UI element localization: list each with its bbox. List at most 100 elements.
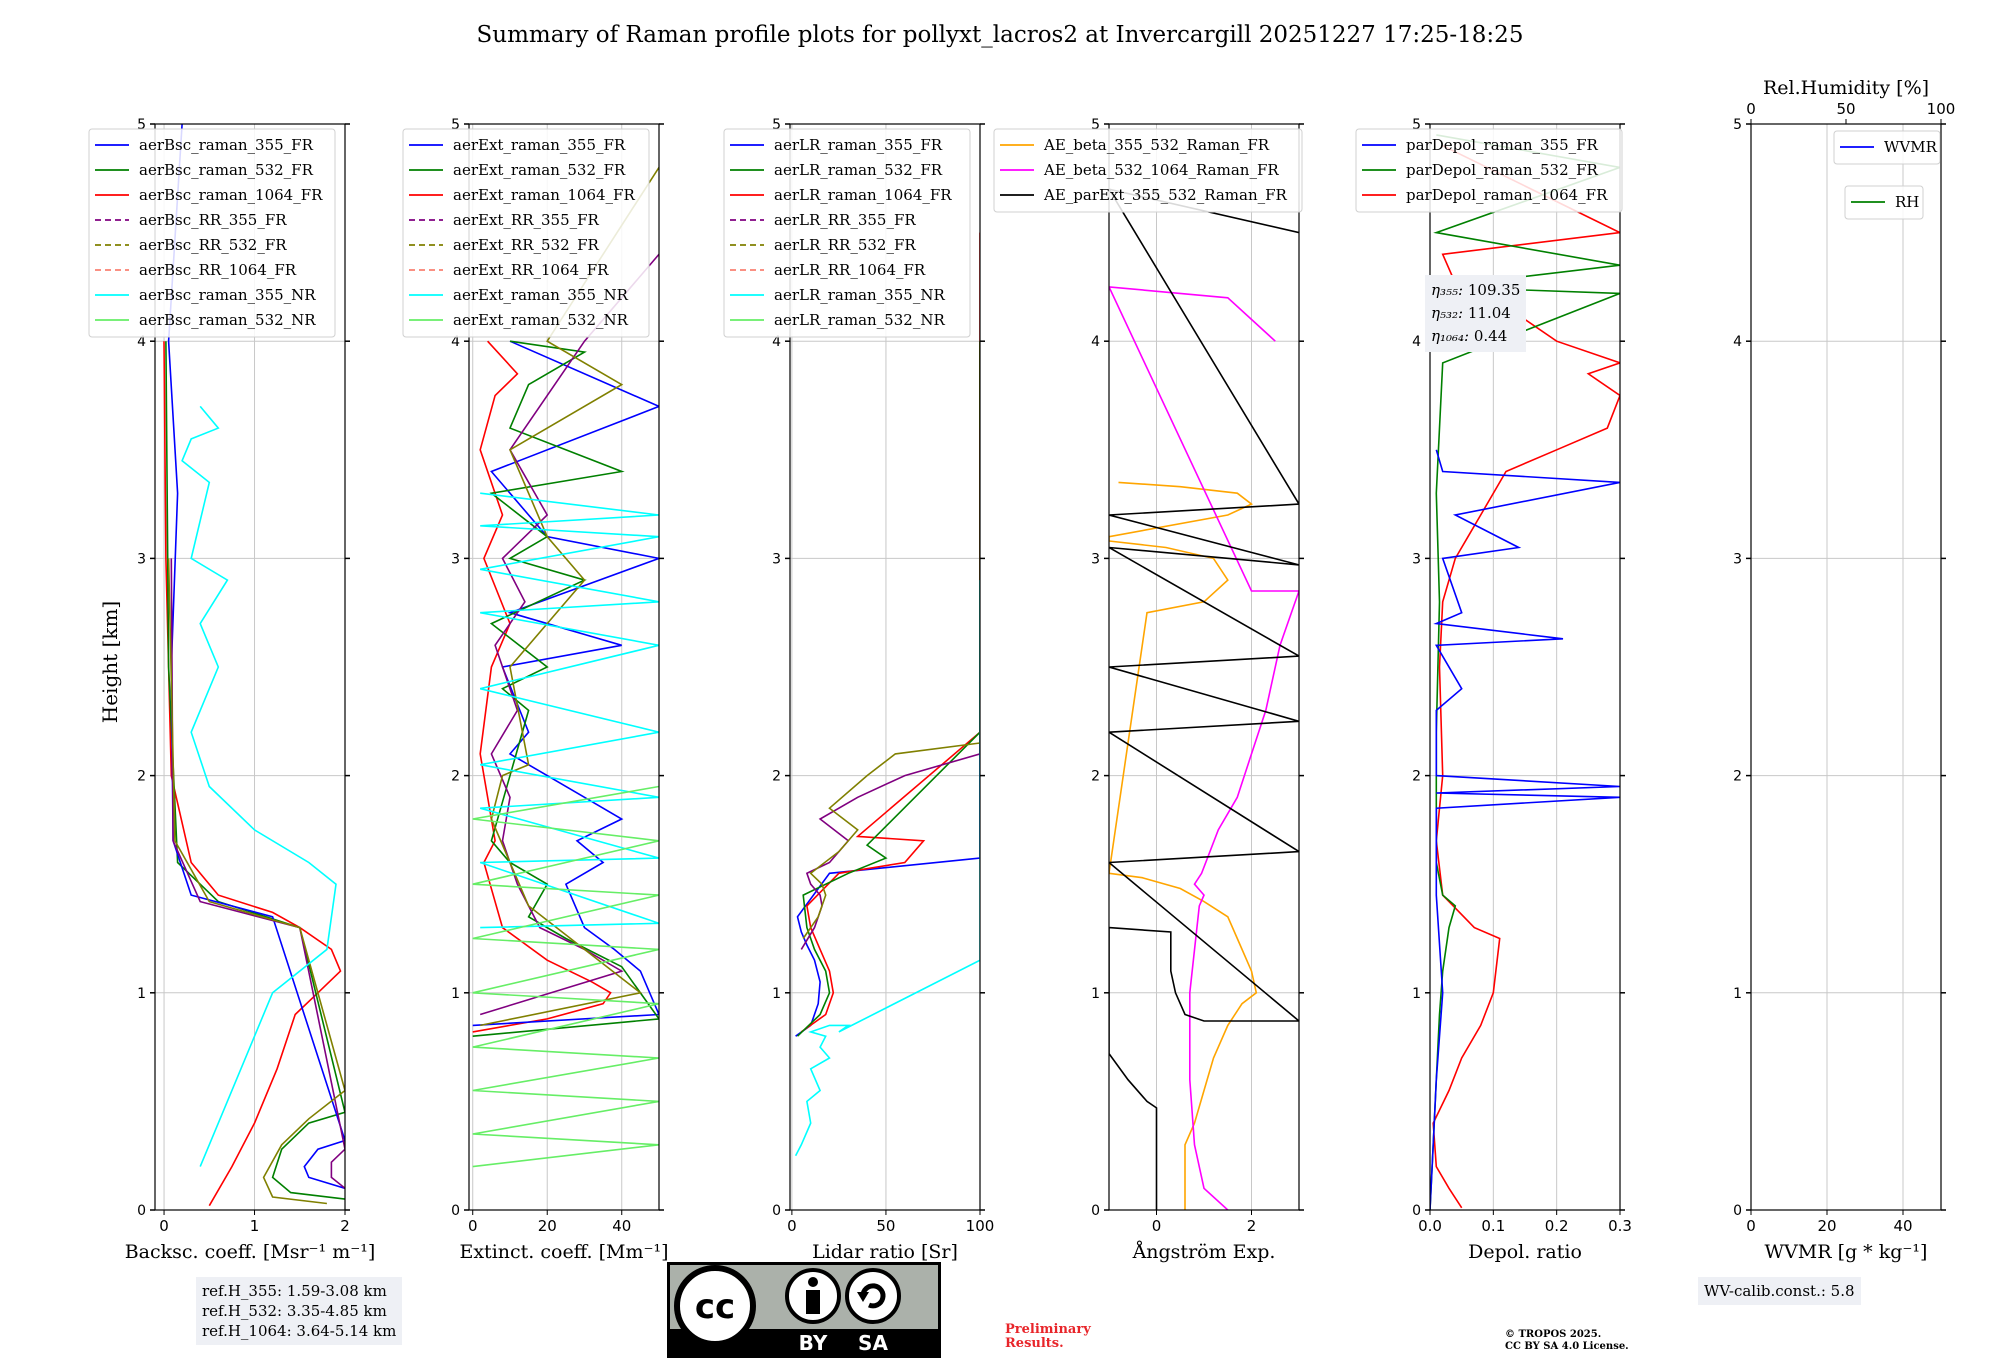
- x-tick-label: 0.0: [1418, 1217, 1442, 1235]
- y-tick-label: 2: [1091, 769, 1100, 785]
- x-tick-label: 0: [1746, 1217, 1756, 1235]
- legend-entry: parDepol_raman_1064_FR: [1406, 186, 1608, 204]
- y-tick-label: 2: [1412, 769, 1421, 785]
- x-tick-label: 0.2: [1545, 1217, 1569, 1235]
- y-tick-label: 3: [451, 551, 460, 567]
- x-axis-label: WVMR [g * kg⁻¹]: [1765, 1241, 1928, 1263]
- axes-frame: [1108, 123, 1300, 1211]
- series-aerLR_RR_532_FR: [802, 341, 980, 939]
- y-tick-label: 2: [451, 769, 460, 785]
- series-aerLR_raman_355_NR: [794, 580, 980, 1157]
- y-tick-label: 4: [772, 334, 781, 350]
- series-aerBsc_RR_532_FR: [167, 558, 345, 1205]
- legend-box: [402, 128, 650, 338]
- legend-box: [993, 128, 1303, 213]
- series-aerBsc_raman_355_NR: [181, 405, 337, 1167]
- y-tick-label: 5: [137, 117, 146, 133]
- reference-heights-box: ref.H_355: 1.59-3.08 km ref.H_532: 3.35-…: [196, 1277, 403, 1345]
- sa-label: SA: [858, 1331, 888, 1355]
- series-aerExt_RR_532_FR: [480, 166, 659, 1027]
- y-tick-label: 0: [1091, 1203, 1100, 1219]
- top-tick-label: 100: [1927, 100, 1956, 118]
- series-aerLR_raman_355_FR: [795, 341, 980, 1037]
- legend-box: [88, 128, 336, 338]
- sa-share-icon: [845, 1268, 901, 1324]
- y-tick-label: 3: [1412, 551, 1421, 567]
- legend-entry: aerBsc_raman_355_FR: [139, 136, 314, 154]
- panel-lr: 0 50 100 0 1 2 3 4 5 Lidar ratio [Sr] aerLR_raman_…: [723, 117, 995, 1263]
- panel-depol: 0.0 0.1 0.2 0.3 0 1 2 3 4 5 Depol. ratio parDepol_r…: [1355, 117, 1632, 1263]
- legend-entry: aerBsc_raman_532_NR: [139, 311, 316, 329]
- eta-row: η₃₅₅: 109.35: [1431, 281, 1521, 299]
- y-tick-label: 2: [772, 769, 781, 785]
- cc-icon: [674, 1265, 756, 1347]
- axes-frame: [789, 123, 981, 1211]
- x-tick-label: 0: [468, 1217, 478, 1235]
- legend: parDepol_raman_355_FR parDepol_raman_532_…: [1355, 128, 1623, 213]
- top-axis-label: Rel.Humidity [%]: [1763, 77, 1929, 99]
- eta-row: η₁₀₆₄: 0.44: [1431, 327, 1508, 345]
- series-group: [1109, 188, 1299, 1210]
- y-tick-label: 1: [451, 986, 460, 1002]
- x-tick-label: 100: [966, 1217, 995, 1235]
- panel-ext: 0 20 40 0 1 2 3 4 5 Extinct. coeff. [Mm⁻¹] aerExt_…: [402, 117, 669, 1263]
- series-aerExt_raman_1064_FR: [472, 340, 612, 1033]
- legend-entry: aerExt_RR_355_FR: [453, 211, 600, 229]
- x-axis-label: Ångström Exp.: [1132, 1241, 1276, 1263]
- legend-entry: aerLR_raman_355_NR: [774, 286, 945, 304]
- x-tick-label: 40: [612, 1217, 631, 1235]
- y-tick-label: 0: [772, 1203, 781, 1219]
- x-tick-label: 20: [538, 1217, 557, 1235]
- legend-entry: aerLR_raman_532_NR: [774, 311, 945, 329]
- legend-entry: aerLR_RR_532_FR: [774, 236, 916, 254]
- y-tick-label: 4: [1091, 334, 1100, 350]
- legend-entry: aerBsc_RR_532_FR: [139, 236, 287, 254]
- ref-height-1064: ref.H_1064: 3.64-5.14 km: [202, 1322, 397, 1340]
- y-tick-label: 0: [1733, 1203, 1742, 1219]
- figure-title: Summary of Raman profile plots for polly…: [476, 22, 1524, 48]
- y-tick-label: 1: [1091, 986, 1100, 1002]
- y-axis-label: Height [km]: [98, 601, 122, 723]
- legend: WVMR: [1833, 130, 1941, 165]
- legend-entry: RH: [1895, 193, 1919, 211]
- legend-entry: aerExt_raman_355_FR: [453, 136, 626, 154]
- x-tick-label: 50: [876, 1217, 895, 1235]
- y-tick-label: 2: [1733, 769, 1742, 785]
- legend-entry: aerLR_RR_355_FR: [774, 211, 916, 229]
- series-aerBsc_raman_355_FR: [167, 124, 345, 1190]
- legend-box: [1833, 130, 1941, 165]
- series-parDepol_raman_1064_FR: [1432, 144, 1620, 1209]
- x-tick-label: 40: [1893, 1217, 1912, 1235]
- y-tick-label: 3: [137, 551, 146, 567]
- ref-height-355: ref.H_355: 1.59-3.08 km: [202, 1282, 387, 1300]
- series-aerBsc_raman_1064_FR: [163, 341, 342, 1207]
- cc-text: cc: [695, 1287, 735, 1327]
- legend-entry: aerBsc_RR_355_FR: [139, 211, 287, 229]
- legend-entry: aerBsc_raman_532_FR: [139, 161, 314, 179]
- series-aerExt_raman_532_FR: [472, 340, 659, 1037]
- legend-entry: aerExt_RR_1064_FR: [453, 261, 609, 279]
- legend-entry: AE_parExt_355_532_Raman_FR: [1043, 186, 1288, 204]
- legend-entry: aerBsc_raman_355_NR: [139, 286, 316, 304]
- y-tick-label: 5: [1091, 117, 1100, 133]
- top-tick-label: 50: [1836, 100, 1855, 118]
- x-axis-label: Extinct. coeff. [Mm⁻¹]: [459, 1241, 668, 1263]
- legend-entry: parDepol_raman_532_FR: [1406, 161, 1599, 179]
- x-axis-label: Backsc. coeff. [Msr⁻¹ m⁻¹]: [125, 1241, 376, 1263]
- y-tick-label: 0: [137, 1203, 146, 1219]
- preliminary-note: Preliminary Results.: [1005, 1322, 1091, 1351]
- y-tick-label: 0: [451, 1203, 460, 1219]
- axes-frame: [468, 123, 660, 1211]
- x-tick-label: 0: [1152, 1217, 1162, 1235]
- axes-frame: [154, 123, 346, 1211]
- cc-license-badge: cc BY SA: [667, 1262, 941, 1358]
- legend-box: [723, 128, 971, 338]
- legend: aerLR_raman_355_FR aerLR_raman_532_FR aerL…: [723, 128, 971, 338]
- top-tick-label: 0: [1746, 100, 1756, 118]
- y-tick-label: 3: [772, 551, 781, 567]
- series-AE_parExt_355_532_Raman_FR: [1109, 188, 1299, 1210]
- legend-entry: AE_beta_532_1064_Raman_FR: [1043, 161, 1279, 179]
- legend-entry: aerLR_RR_1064_FR: [774, 261, 926, 279]
- eta-box: η₃₅₅: 109.35 η₅₃₂: 11.04 η₁₀₆₄: 0.44: [1425, 275, 1527, 352]
- legend: aerExt_raman_355_FR aerExt_raman_532_FRae…: [402, 128, 650, 338]
